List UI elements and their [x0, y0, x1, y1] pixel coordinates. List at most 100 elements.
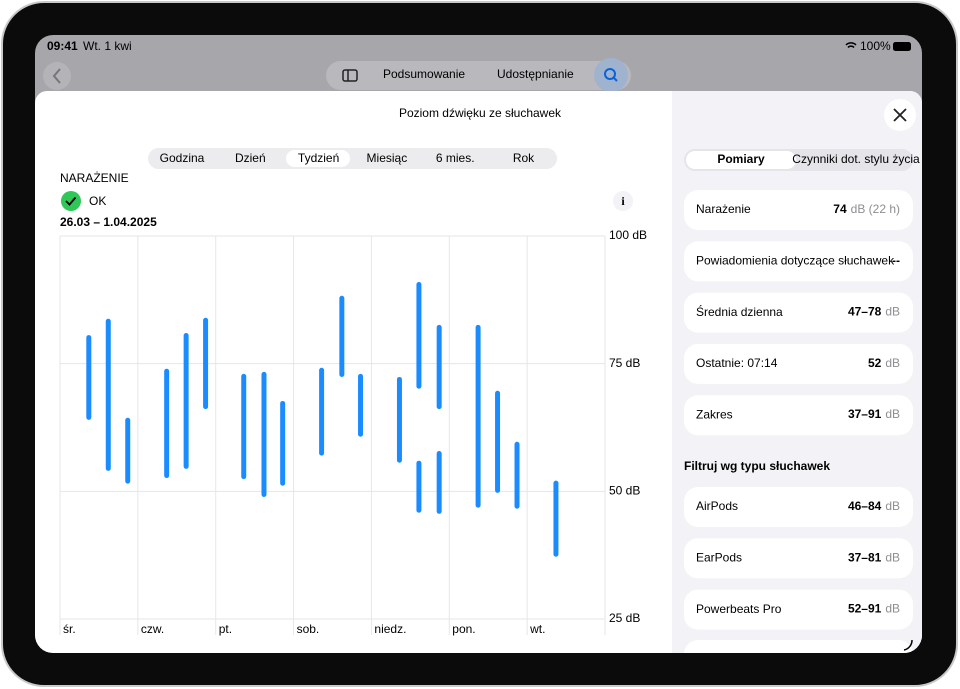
range-bar — [495, 390, 501, 493]
back-icon — [52, 68, 61, 84]
x-tick-label: śr. — [63, 622, 76, 636]
range-bar — [280, 400, 286, 486]
range-bar — [514, 441, 520, 509]
ok-check — [65, 196, 77, 206]
stat-card-label: Ostatnie: 07:14 — [696, 356, 778, 370]
stat-card[interactable] — [684, 343, 913, 384]
x-tick-label: wt. — [529, 622, 545, 636]
battery-text: 100% — [860, 39, 891, 53]
device-card-label: AirPods — [696, 499, 738, 513]
card-partial — [684, 640, 913, 653]
x-tick-label: sob. — [297, 622, 320, 636]
info-button[interactable] — [613, 191, 633, 211]
stat-card-label: Zakres — [696, 407, 733, 421]
stat-card[interactable] — [684, 190, 913, 230]
y-tick-label: 50 dB — [609, 484, 640, 498]
battery-icon — [893, 42, 911, 51]
value-unit: dB — [885, 550, 900, 564]
x-tick-label: niedz. — [374, 622, 406, 636]
search-icon — [604, 68, 616, 80]
stat-card-label: Narażenie — [696, 202, 751, 216]
stat-card[interactable] — [684, 395, 913, 436]
x-tick-label: czw. — [141, 622, 164, 636]
y-tick-label: 100 dB — [609, 228, 647, 242]
toolbar — [326, 61, 631, 90]
sidebar-icon[interactable] — [342, 69, 358, 82]
time: 09:41 — [47, 39, 78, 53]
range-bar — [339, 295, 345, 377]
period-option[interactable]: Miesiąc — [367, 151, 408, 165]
range-bar — [86, 335, 92, 420]
device-card-label: EarPods — [696, 550, 742, 564]
panel-tab[interactable]: Pomiary — [717, 152, 765, 166]
device-card[interactable] — [684, 487, 913, 527]
range-bar — [553, 480, 559, 557]
value-number: 37–91 — [848, 407, 882, 421]
value-unit: dB (22 h) — [851, 202, 900, 216]
exposure-status: OK — [89, 194, 106, 208]
period-selected — [286, 150, 350, 167]
value-number: 47–78 — [848, 305, 882, 319]
exposure-label: NARAŻENIE — [60, 171, 129, 185]
value-unit: dB — [885, 602, 900, 616]
value-number: 74 — [833, 202, 847, 216]
range-bar — [183, 333, 189, 469]
panel-tab[interactable]: Czynniki dot. stylu życia — [792, 152, 920, 166]
range-bar — [416, 460, 422, 513]
toolbar-item[interactable]: Udostępnianie — [497, 67, 574, 81]
date: Wt. 1 kwi — [83, 39, 132, 53]
range-bar — [436, 324, 442, 410]
range-bar — [125, 417, 131, 484]
stat-card[interactable] — [684, 241, 913, 282]
range-bar — [416, 281, 422, 389]
stat-card-label: Powiadomienia dotyczące słuchawek — [696, 253, 895, 267]
stat-card-value: -- — [892, 253, 900, 267]
device-card-label: Powerbeats Pro — [696, 602, 782, 616]
range-bar — [105, 318, 111, 471]
period-option[interactable]: Tydzień — [298, 151, 339, 165]
stat-card-label: Średnia dzienna — [696, 304, 783, 319]
value-number: 52 — [868, 356, 882, 370]
sheet-title: Poziom dźwięku ze słuchawek — [399, 106, 562, 120]
value-unit: dB — [885, 407, 900, 421]
ok-icon — [61, 191, 81, 211]
search-button[interactable] — [594, 58, 628, 92]
y-tick-label: 25 dB — [609, 611, 640, 625]
device-card-value: 37–81 dB — [848, 550, 900, 564]
stat-card[interactable] — [684, 292, 913, 333]
close-icon — [893, 108, 907, 122]
search-icon-handle — [613, 77, 618, 82]
back-button[interactable] — [43, 62, 71, 90]
period-option[interactable]: 6 mies. — [436, 151, 475, 165]
value-number: 46–84 — [848, 499, 882, 513]
toolbar-item[interactable]: Podsumowanie — [383, 67, 465, 81]
stat-card-value: 74 dB (22 h) — [833, 202, 900, 216]
date-range: 26.03 – 1.04.2025 — [60, 215, 157, 229]
value-number: 52–91 — [848, 602, 882, 616]
value-unit: dB — [885, 356, 900, 370]
period-option[interactable]: Rok — [513, 151, 535, 165]
period-control — [148, 148, 557, 169]
device-card-value: 46–84 dB — [848, 499, 900, 513]
range-bar — [319, 367, 325, 456]
period-option[interactable]: Godzina — [160, 151, 205, 165]
range-bar — [164, 368, 170, 479]
stat-card-value: 37–91 dB — [848, 407, 900, 421]
device-card[interactable] — [684, 589, 913, 630]
range-bar — [475, 324, 481, 508]
stat-card-value: 47–78 dB — [848, 305, 900, 319]
range-bar — [396, 376, 402, 463]
info-icon: i — [621, 194, 625, 208]
range-bar — [203, 317, 209, 410]
y-tick-label: 75 dB — [609, 356, 640, 370]
value-unit: dB — [885, 305, 900, 319]
value-number: 37–81 — [848, 550, 882, 564]
device-card[interactable] — [684, 538, 913, 579]
value-unit: dB — [885, 499, 900, 513]
stat-card-value: 52 dB — [868, 356, 900, 370]
filter-title: Filtruj wg typu słuchawek — [684, 459, 830, 473]
period-option[interactable]: Dzień — [235, 151, 266, 165]
x-tick-label: pon. — [452, 622, 475, 636]
